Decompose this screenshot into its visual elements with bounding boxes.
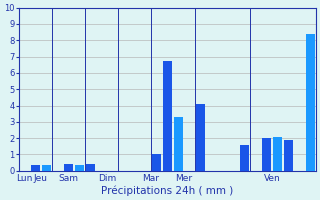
Bar	[196, 104, 205, 171]
X-axis label: Précipitations 24h ( mm ): Précipitations 24h ( mm )	[101, 185, 234, 196]
Bar	[42, 165, 51, 171]
Bar	[306, 34, 315, 171]
Bar	[152, 154, 161, 171]
Bar	[262, 138, 271, 171]
Bar	[31, 165, 40, 171]
Bar	[273, 137, 282, 171]
Bar	[75, 165, 84, 171]
Bar	[64, 164, 73, 171]
Bar	[163, 61, 172, 171]
Bar	[86, 164, 95, 171]
Bar	[284, 140, 293, 171]
Bar	[240, 145, 249, 171]
Bar	[174, 117, 183, 171]
